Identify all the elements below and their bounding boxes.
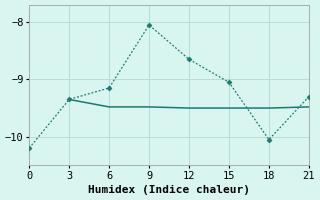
X-axis label: Humidex (Indice chaleur): Humidex (Indice chaleur) <box>88 185 250 195</box>
